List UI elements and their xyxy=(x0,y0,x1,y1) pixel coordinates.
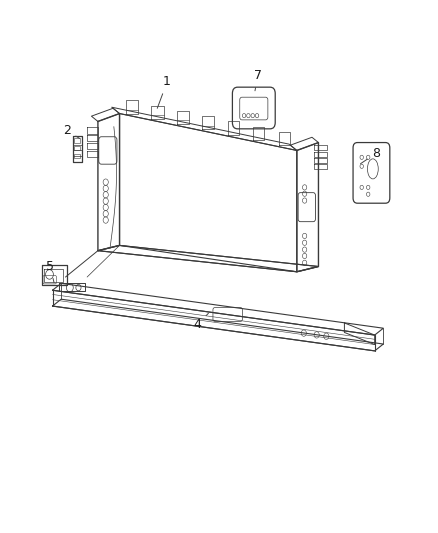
Text: 1: 1 xyxy=(157,75,171,108)
Text: 2: 2 xyxy=(63,124,80,139)
Bar xyxy=(74,154,80,158)
Text: 5: 5 xyxy=(46,260,54,283)
Text: 7: 7 xyxy=(254,69,262,91)
Bar xyxy=(74,138,80,142)
Bar xyxy=(74,146,80,150)
Text: 8: 8 xyxy=(360,147,381,164)
Text: 4: 4 xyxy=(194,313,208,331)
